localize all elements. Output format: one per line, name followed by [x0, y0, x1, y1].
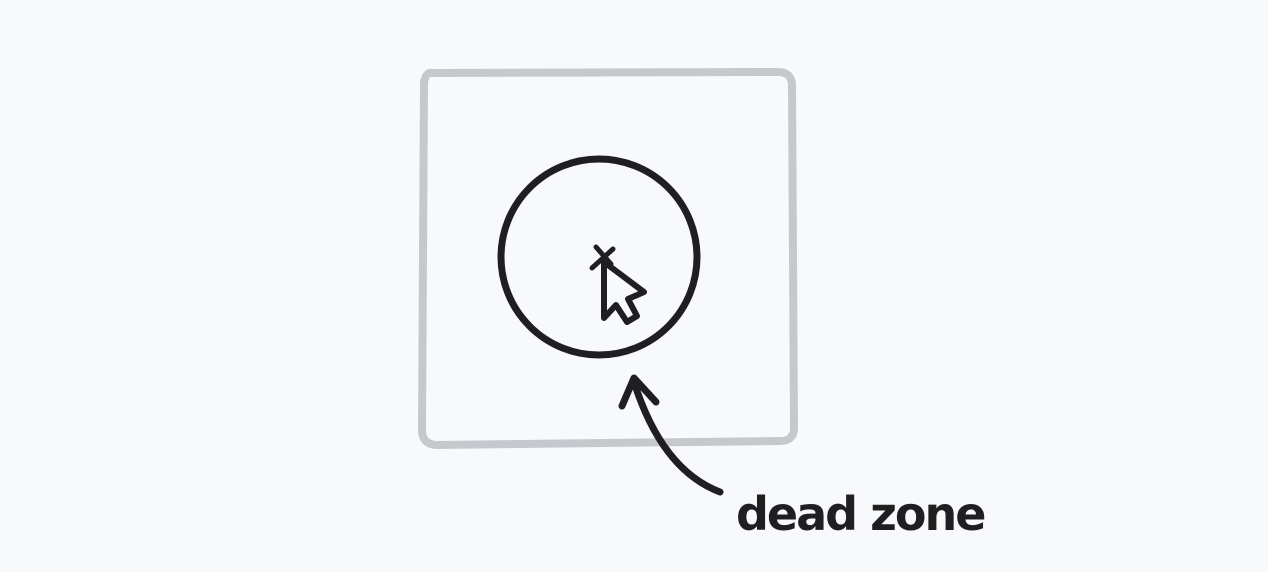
crosshair-x-icon: [589, 244, 616, 271]
target-frame: [418, 68, 798, 449]
dead-zone-circle: [497, 155, 701, 359]
dead-zone-label: dead zone: [736, 487, 984, 541]
arrow-pointer-icon: [601, 259, 647, 325]
annotation-arrow: [618, 374, 724, 496]
